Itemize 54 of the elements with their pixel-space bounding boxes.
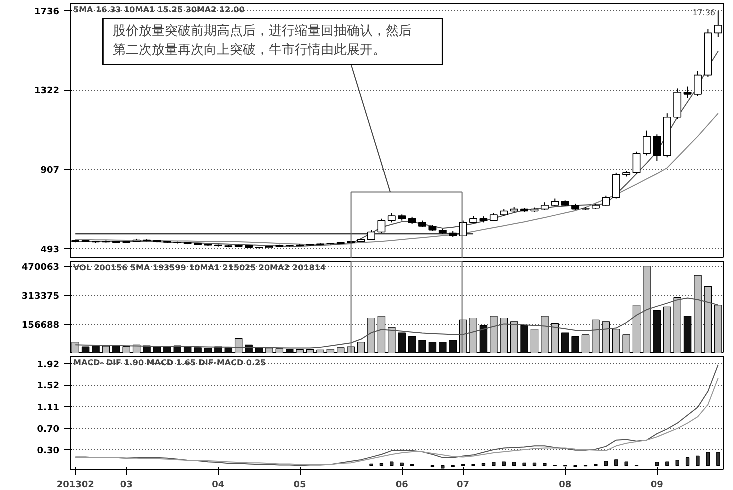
y-tick-label: 1.92 bbox=[37, 360, 60, 370]
candlestick bbox=[602, 195, 610, 206]
bar bbox=[696, 456, 700, 466]
y-tick-label: 470063 bbox=[22, 262, 60, 273]
x-tick-label: 07 bbox=[457, 480, 470, 490]
y-tick-label: 1.11 bbox=[37, 403, 60, 414]
bar bbox=[543, 463, 547, 466]
bar bbox=[441, 465, 445, 469]
y-tick-label: 907 bbox=[40, 166, 60, 176]
candlestick bbox=[653, 134, 662, 162]
bar bbox=[482, 463, 486, 466]
annotation: MACD- DIF 1.90 MACD 1.65 DIF-MACD 0.25 bbox=[74, 358, 267, 368]
x-tick-label: 04 bbox=[212, 480, 225, 490]
annotation: VOL 200156 5MA 193599 10MA1 215025 20MA2 201814 bbox=[74, 264, 326, 272]
bar bbox=[624, 462, 628, 466]
candlestick bbox=[632, 151, 641, 174]
x-tick-label: 08 bbox=[559, 480, 572, 490]
annotation: 5MA 16.33 10MA1 15.25 30MA2 12.00 bbox=[74, 6, 246, 14]
bar bbox=[716, 452, 720, 466]
annotation: 股价放量突破前期高点后，进行缩量回抽确认，然后 bbox=[112, 22, 412, 39]
bar bbox=[614, 460, 618, 466]
x-tick-label: 03 bbox=[120, 480, 133, 490]
x-tick-label: 09 bbox=[650, 480, 664, 490]
bar bbox=[666, 462, 670, 466]
y-tick-label: 0.30 bbox=[37, 446, 60, 456]
y-tick-label: 1736 bbox=[34, 7, 60, 18]
bar bbox=[512, 462, 516, 466]
candlestick bbox=[643, 130, 651, 156]
x-tick-label: 201302 bbox=[56, 480, 94, 490]
candlestick bbox=[684, 86, 692, 99]
bar bbox=[492, 462, 496, 466]
y-tick-label: 0.70 bbox=[37, 425, 60, 436]
bar bbox=[532, 462, 537, 466]
candlestick bbox=[612, 172, 620, 200]
candlestick bbox=[388, 212, 396, 224]
bar bbox=[676, 460, 680, 466]
y-tick-label: 313375 bbox=[22, 292, 60, 302]
y-tick-label: 1322 bbox=[34, 86, 60, 97]
x-tick-label: 06 bbox=[396, 480, 408, 490]
bar bbox=[686, 458, 690, 466]
candlestick bbox=[694, 70, 702, 97]
y-tick-label: 156688 bbox=[22, 320, 60, 331]
bar bbox=[380, 463, 384, 466]
line-series bbox=[75, 113, 719, 246]
x-tick-label: 05 bbox=[294, 480, 306, 490]
annotation: 第二次放量再次向上突破，牛市行情由此展开。 bbox=[112, 43, 386, 58]
y-tick-label: 493 bbox=[40, 245, 60, 256]
bar bbox=[502, 462, 506, 466]
bar bbox=[522, 462, 526, 466]
bar bbox=[390, 462, 394, 466]
bar bbox=[604, 461, 608, 466]
bar bbox=[706, 452, 710, 466]
annotation: 17.36 bbox=[692, 8, 716, 18]
y-tick-label: 1.52 bbox=[37, 382, 60, 392]
